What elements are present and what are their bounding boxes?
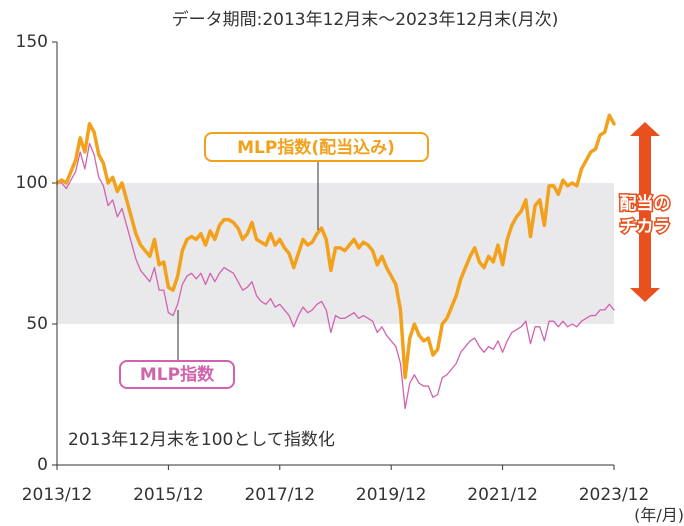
x-tick-label: 2023/12 <box>579 485 650 505</box>
series-label: MLP指数 <box>140 364 215 385</box>
x-tick-label: 2013/12 <box>22 485 93 505</box>
x-tick-label: 2019/12 <box>356 485 427 505</box>
x-tick-label: 2021/12 <box>467 485 538 505</box>
annotations: MLP指数(配当込み) MLP指数 2013年12月末を100として指数化 配当… <box>68 122 672 450</box>
label-box <box>119 360 235 389</box>
x-tick-label: 2015/12 <box>133 485 204 505</box>
y-tick-label: 150 <box>16 32 48 52</box>
annotation: 2013年12月末を100として指数化 <box>68 430 335 450</box>
x-axis-label: (年/月) <box>634 506 684 525</box>
dividend-arrow <box>630 122 660 302</box>
y-tick-label: 100 <box>16 173 48 193</box>
series-label: MLP指数(配当込み) <box>237 137 395 158</box>
y-tick-label: 0 <box>37 455 48 475</box>
series-line <box>56 142 615 410</box>
y-tick-label: 50 <box>26 314 48 334</box>
dividend-label: 配当の <box>620 193 671 214</box>
plot-area: 0 50 100 150 2013/12 2015/12 2017/12 2019/12 202… <box>16 32 650 505</box>
series-line <box>55 113 616 380</box>
x-tick-label: 2017/12 <box>244 485 315 505</box>
chart-subtitle: データ期間:2013年12月末～2023年12月末(月次) <box>172 9 559 30</box>
label-box <box>204 132 429 162</box>
dividend-label: チカラ <box>620 217 671 237</box>
